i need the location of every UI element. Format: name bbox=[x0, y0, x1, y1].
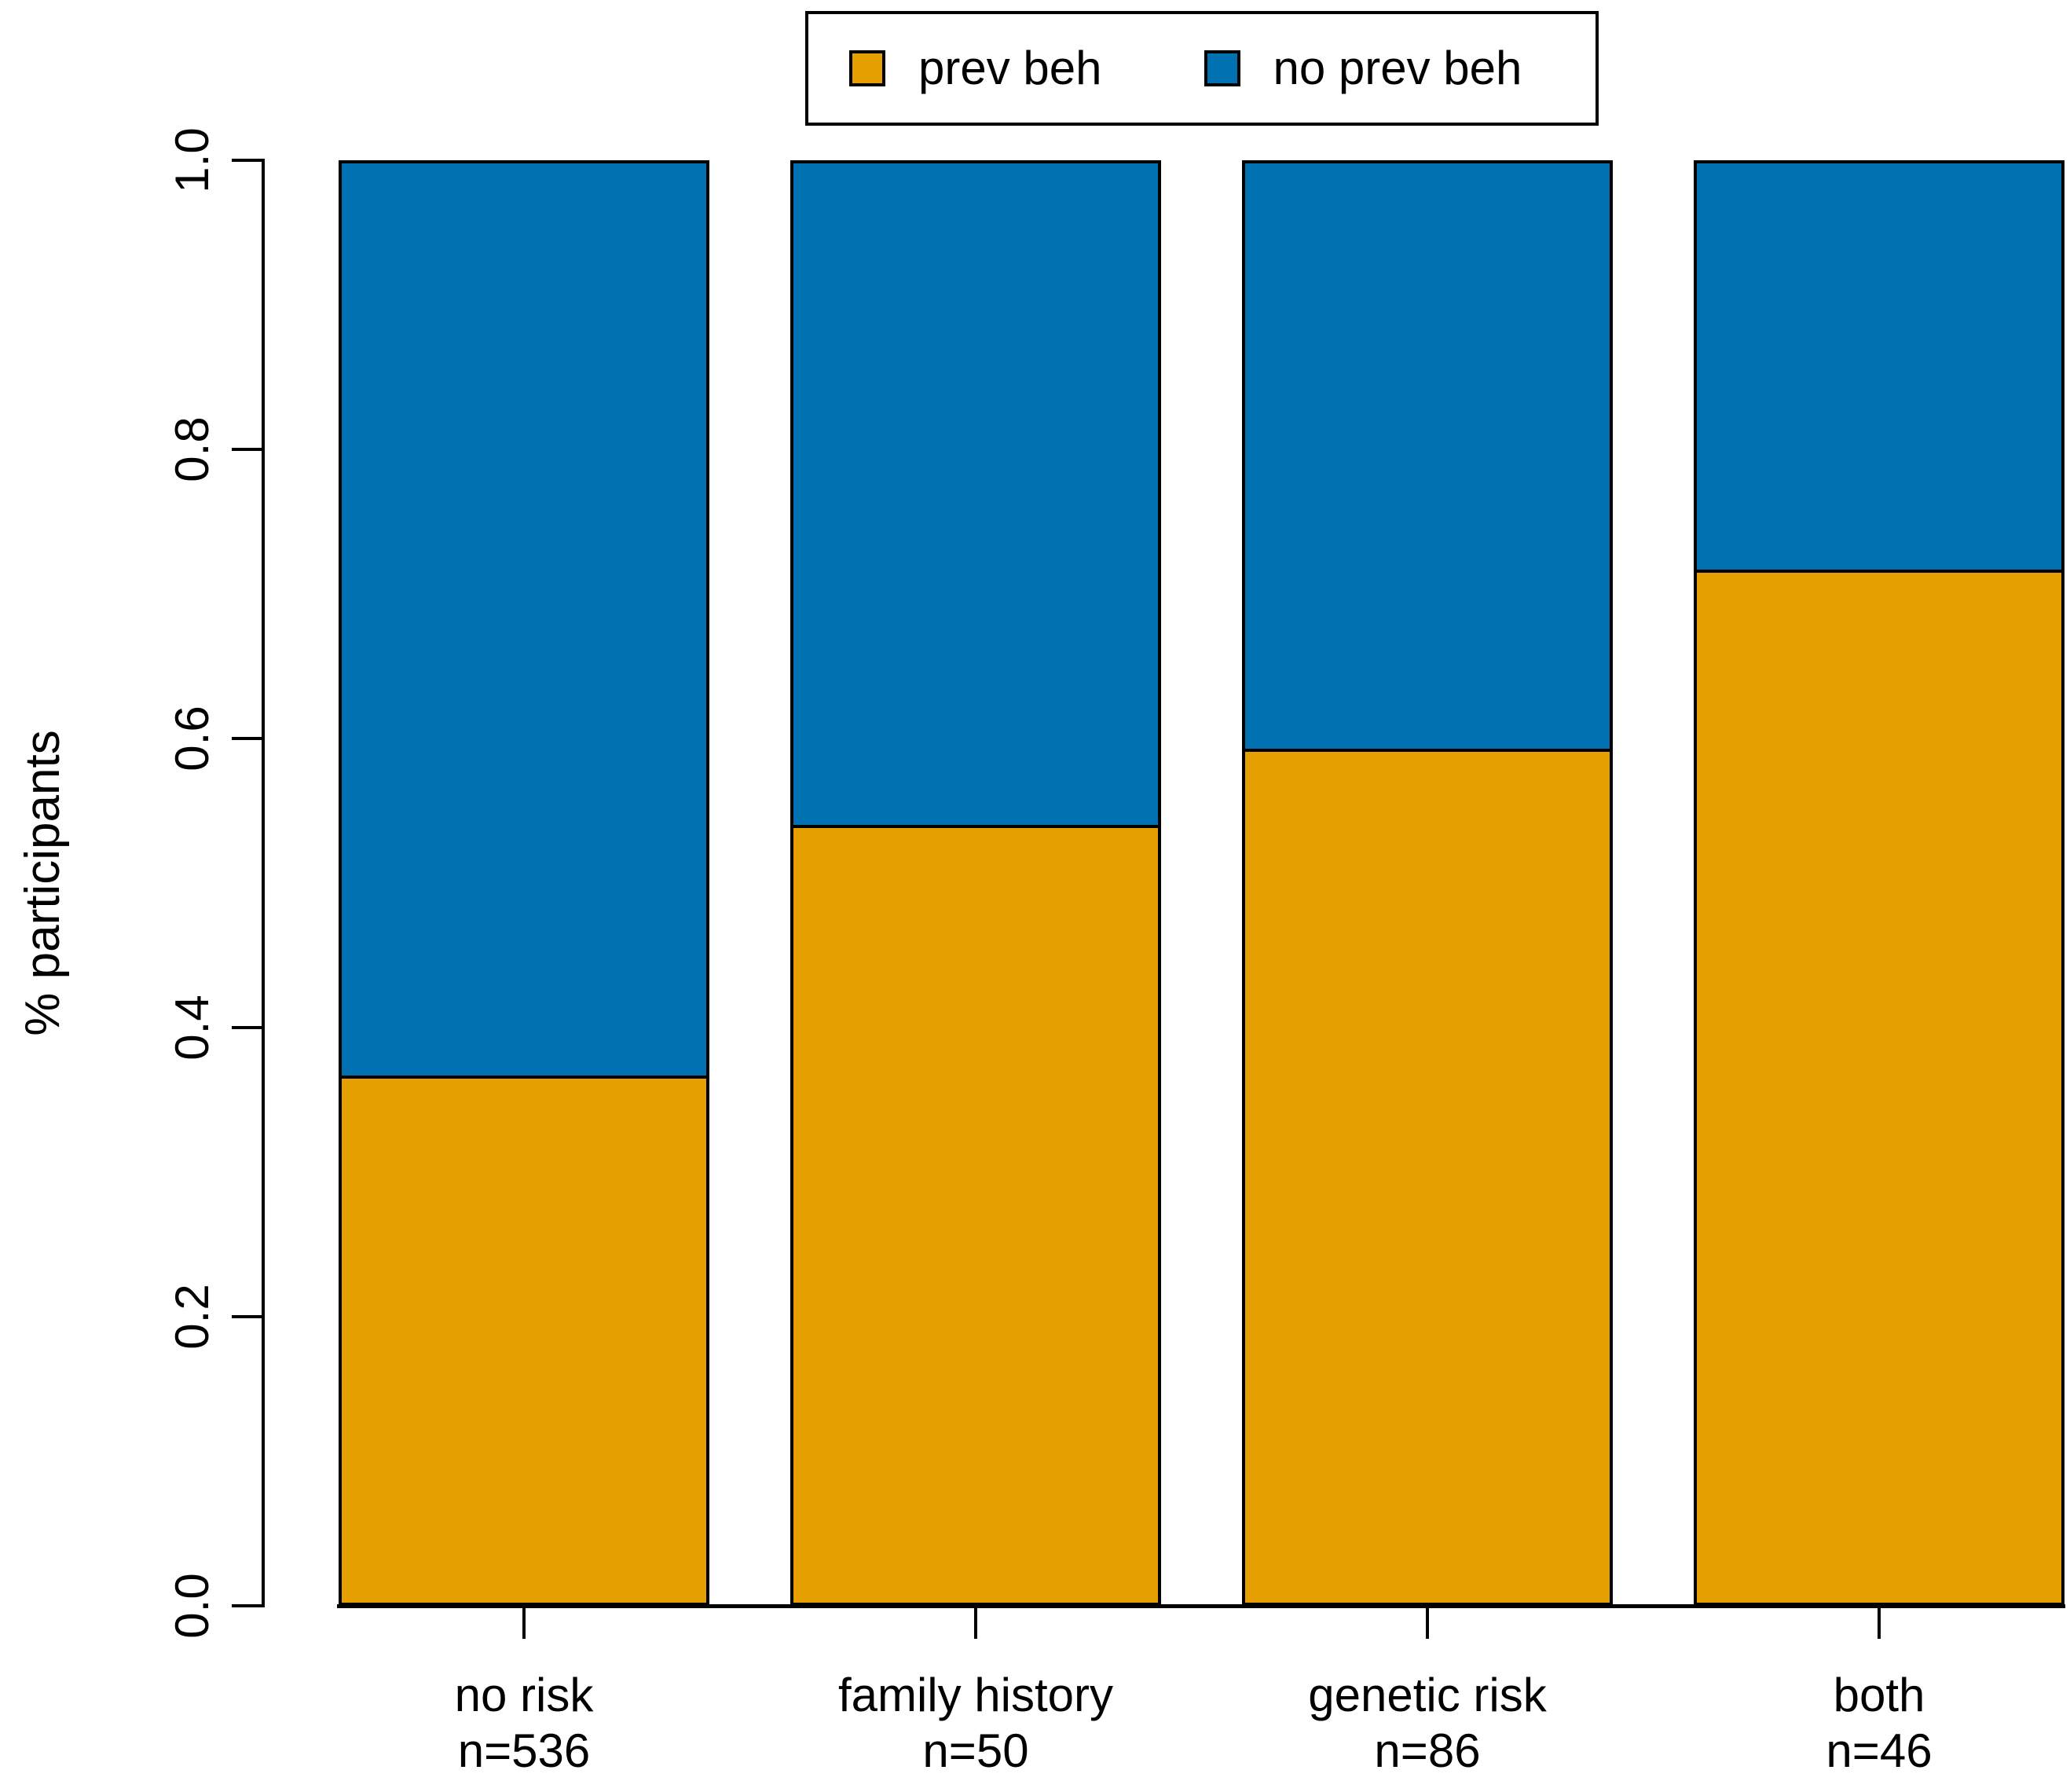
x-tick-mark bbox=[974, 1607, 977, 1639]
y-tick-mark bbox=[232, 1604, 263, 1607]
y-tick-label: 0.4 bbox=[166, 995, 218, 1061]
legend-item-prev-beh: prev beh bbox=[849, 45, 1102, 92]
y-tick-label: 0.8 bbox=[166, 416, 218, 482]
x-category-label: family history n=50 bbox=[838, 1667, 1113, 1779]
legend-label-prev-beh: prev beh bbox=[918, 42, 1102, 94]
bar-segment-no-prev-beh bbox=[1242, 160, 1613, 752]
x-category-name: both bbox=[1833, 1669, 1925, 1721]
x-category-count: n=86 bbox=[1374, 1724, 1481, 1777]
x-tick-mark bbox=[522, 1607, 526, 1639]
x-category-count: n=50 bbox=[922, 1724, 1029, 1777]
x-tick-mark bbox=[1878, 1607, 1881, 1639]
y-tick-label: 0.6 bbox=[166, 705, 218, 771]
y-axis-line bbox=[262, 159, 265, 1607]
x-category-count: n=46 bbox=[1826, 1724, 1933, 1777]
bar-segment-prev-beh bbox=[1242, 749, 1613, 1606]
bar-segment-no-prev-beh bbox=[339, 160, 709, 1079]
x-category-count: n=536 bbox=[457, 1724, 591, 1777]
legend-item-no-prev-beh: no prev beh bbox=[1204, 45, 1522, 92]
bar-segment-prev-beh bbox=[339, 1076, 709, 1606]
y-tick-mark bbox=[232, 159, 263, 162]
x-category-name: no risk bbox=[454, 1669, 594, 1721]
bar-segment-no-prev-beh bbox=[790, 160, 1161, 828]
x-axis-line bbox=[337, 1604, 2065, 1608]
x-tick-mark bbox=[1426, 1607, 1429, 1639]
y-tick-label: 0.0 bbox=[166, 1573, 218, 1639]
bar-family-history bbox=[790, 160, 1161, 1606]
legend-swatch-prev-beh-icon bbox=[849, 50, 885, 86]
bar-both bbox=[1694, 160, 2065, 1606]
y-tick-mark bbox=[232, 1315, 263, 1318]
legend-label-no-prev-beh: no prev beh bbox=[1273, 42, 1522, 94]
y-tick-mark bbox=[232, 448, 263, 451]
bar-segment-prev-beh bbox=[790, 825, 1161, 1606]
bar-no-risk bbox=[339, 160, 709, 1606]
y-tick-mark bbox=[232, 1026, 263, 1029]
x-category-name: family history bbox=[837, 1669, 1114, 1721]
legend-swatch-no-prev-beh-icon bbox=[1204, 50, 1240, 86]
x-category-name: genetic risk bbox=[1308, 1669, 1547, 1721]
bar-segment-prev-beh bbox=[1694, 570, 2065, 1606]
y-tick-label: 1.0 bbox=[166, 127, 218, 193]
y-tick-mark bbox=[232, 737, 263, 740]
legend: prev beh no prev beh bbox=[805, 11, 1599, 126]
x-category-label: genetic risk n=86 bbox=[1308, 1667, 1546, 1779]
x-category-label: no risk n=536 bbox=[455, 1667, 594, 1779]
y-axis-title: % participants bbox=[16, 730, 70, 1036]
bar-segment-no-prev-beh bbox=[1694, 160, 2065, 573]
y-tick-label: 0.2 bbox=[166, 1284, 218, 1350]
bar-genetic-risk bbox=[1242, 160, 1613, 1606]
x-category-label: both n=46 bbox=[1826, 1667, 1932, 1779]
